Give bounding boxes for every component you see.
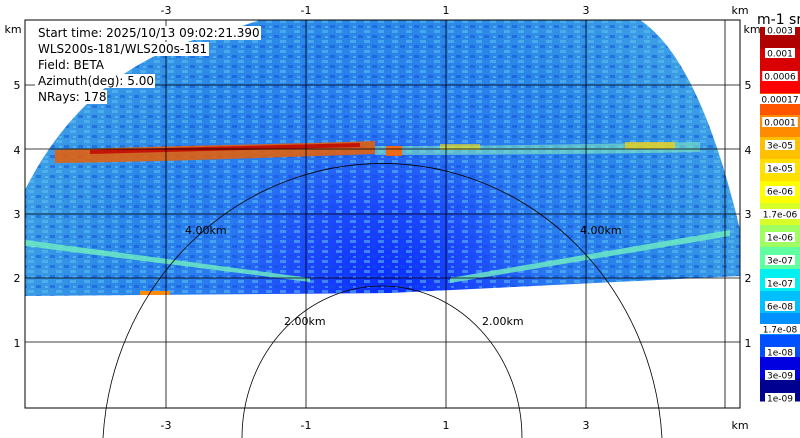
colorbar-label-bg xyxy=(759,94,800,104)
y-axis-right: km 1 2 3 4 5 xyxy=(743,23,760,350)
colorbar-label-bg xyxy=(765,25,795,35)
ring-label-2km-left: 2.00km xyxy=(284,315,326,328)
y-tick-left: 2 xyxy=(14,272,21,285)
grid-lines xyxy=(25,20,740,408)
right-beam-streak xyxy=(450,230,730,283)
x-tick-top: 3 xyxy=(583,4,590,17)
range-rings xyxy=(102,163,663,438)
ring-label-4km-left: 4.00km xyxy=(185,224,227,237)
x-tick-top: -3 xyxy=(161,4,172,17)
left-beam-streak xyxy=(25,240,310,282)
colorbar-label-bg xyxy=(765,232,795,242)
info-nrays: NRays: 178 xyxy=(38,90,107,104)
colorbar-label: 1.7e-06 xyxy=(763,211,798,221)
colorbar-label-bg xyxy=(759,324,800,334)
y-unit-right: km xyxy=(743,23,760,36)
colorbar-label: 3e-05 xyxy=(767,142,793,152)
colorbar-label: 6e-06 xyxy=(767,188,793,198)
y-tick-right: 2 xyxy=(745,272,752,285)
colorbar-label: 0.001 xyxy=(767,50,793,60)
info-start-time: Start time: 2025/10/13 09:02:21.390 xyxy=(38,26,260,40)
colorbar-label: 1e-05 xyxy=(767,165,793,175)
ring-label-4km-right: 4.00km xyxy=(580,224,622,237)
y-tick-right: 4 xyxy=(745,144,752,157)
info-field: Field: BETA xyxy=(38,58,105,72)
colorbar-label-bg xyxy=(765,301,795,311)
x-tick-top: 1 xyxy=(443,4,450,17)
colorbar-label-bg xyxy=(765,140,795,150)
colorbar-label: 0.0006 xyxy=(764,73,796,83)
colorbar-title: m-1 sr-1 xyxy=(757,12,800,28)
axes-frame xyxy=(24,19,741,409)
colorbar-label-bg xyxy=(765,186,795,196)
y-tick-left: 5 xyxy=(14,79,21,92)
ring-label-2km-right: 2.00km xyxy=(482,315,524,328)
colorbar-label-bg xyxy=(765,163,795,173)
colorbar-label: 0.0001 xyxy=(764,119,796,129)
colorbar-label-bg xyxy=(759,209,800,219)
y-axis-left: km 1 2 3 4 5 xyxy=(4,23,21,350)
y-tick-right: 5 xyxy=(745,79,752,92)
colorbar-label-bg xyxy=(762,71,798,81)
colorbar-label-bg xyxy=(762,117,798,127)
x-tick-bottom: -3 xyxy=(161,419,172,432)
colorbar-label: 1e-08 xyxy=(767,349,793,359)
scan-info-box: Start time: 2025/10/13 09:02:21.390 WLS2… xyxy=(35,26,261,104)
colorbar-label-bg xyxy=(765,278,795,288)
x-tick-top: -1 xyxy=(301,4,312,17)
colorbar-label-bg xyxy=(765,347,795,357)
y-tick-right: 1 xyxy=(745,337,752,350)
y-unit-left: km xyxy=(4,23,21,36)
colorbar-label: 1e-06 xyxy=(767,234,793,244)
x-axis-bottom: -3 -1 1 3 km xyxy=(161,419,749,432)
colorbar-label: 0.00017 xyxy=(761,96,798,106)
x-unit-bottom: km xyxy=(731,419,748,432)
colorbar-label: 3e-09 xyxy=(767,372,793,382)
colorbar-label-bg xyxy=(765,393,795,403)
x-tick-bottom: 3 xyxy=(583,419,590,432)
colorbar-label: 1e-09 xyxy=(767,395,793,405)
y-tick-right: 3 xyxy=(745,208,752,221)
range-ring-4km xyxy=(102,163,663,438)
colorbar-label-bg xyxy=(765,370,795,380)
x-tick-bottom: -1 xyxy=(301,419,312,432)
y-tick-left: 1 xyxy=(14,337,21,350)
info-instrument: WLS200s-181/WLS200s-181 xyxy=(38,42,207,56)
x-tick-bottom: 1 xyxy=(443,419,450,432)
range-ring-2km xyxy=(241,285,523,438)
y-tick-left: 4 xyxy=(14,144,21,157)
colorbar-label-bg xyxy=(765,48,795,58)
info-azimuth: Azimuth(deg): 5.00 xyxy=(38,74,154,88)
colorbar-label: 1e-07 xyxy=(767,280,793,290)
colorbar: m-1 sr-1 0.003 0.001 0.0006 0.00017 0.0001 3e… xyxy=(757,12,800,405)
backscatter-field xyxy=(25,20,740,296)
colorbar-label: 3e-07 xyxy=(767,257,793,267)
x-axis-top: -3 -1 1 3 km xyxy=(161,4,749,17)
y-tick-left: 3 xyxy=(14,208,21,221)
colorbar-label: 1.7e-08 xyxy=(763,326,798,336)
colorbar-label: 0.003 xyxy=(767,27,793,37)
x-unit-top: km xyxy=(731,4,748,17)
colorbar-label-bg xyxy=(765,255,795,265)
colorbar-label: 6e-08 xyxy=(767,303,793,313)
